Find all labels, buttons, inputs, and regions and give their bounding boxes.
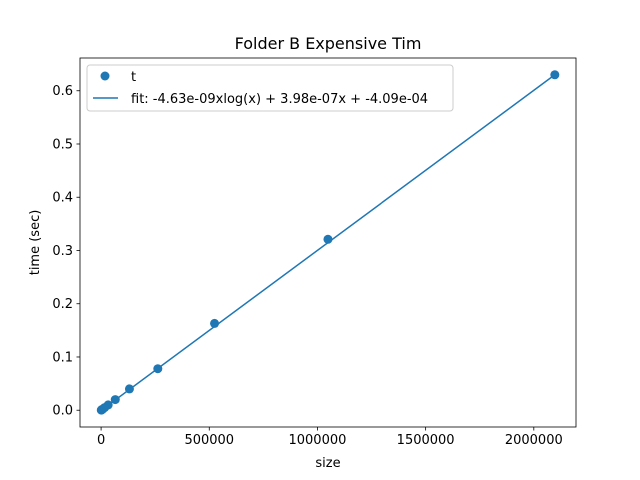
x-axis-ticks: 0 500000 1000000 1500000 2000000	[97, 427, 563, 448]
data-point	[153, 364, 163, 374]
data-point	[323, 234, 333, 244]
x-tick-label: 2000000	[505, 433, 563, 448]
y-axis-label: time (sec)	[28, 210, 43, 276]
x-tick-label: 500000	[184, 433, 234, 448]
y-tick-label: 0.2	[52, 297, 73, 312]
y-tick-label: 0.1	[52, 350, 73, 365]
legend-label-scatter: t	[131, 70, 136, 85]
data-point	[210, 318, 220, 328]
plot-area-frame	[79, 57, 577, 428]
x-tick-label: 0	[97, 433, 105, 448]
x-axis-label: size	[315, 456, 340, 471]
y-tick-label: 0.4	[52, 191, 73, 206]
series-layer	[96, 70, 560, 415]
data-point	[550, 70, 560, 80]
y-axis-ticks: 0.0 0.1 0.2 0.3 0.4 0.5 0.6	[52, 84, 80, 419]
legend-box	[86, 64, 454, 112]
data-point	[110, 395, 120, 405]
legend-label-fit: fit: -4.63e-09xlog(x) + 3.98e-07x + -4.0…	[131, 92, 428, 107]
legend-scatter-marker	[100, 71, 110, 81]
x-tick-label: 1500000	[397, 433, 455, 448]
chart-title: Folder B Expensive Tim	[235, 34, 422, 53]
legend: t fit: -4.63e-09xlog(x) + 3.98e-07x + -4…	[86, 64, 454, 112]
y-tick-label: 0.6	[52, 84, 73, 99]
y-tick-label: 0.5	[52, 137, 73, 152]
y-tick-label: 0.3	[52, 244, 73, 259]
y-tick-label: 0.0	[52, 404, 73, 419]
data-point	[103, 400, 113, 410]
x-tick-label: 1000000	[288, 433, 346, 448]
data-point	[124, 384, 134, 394]
